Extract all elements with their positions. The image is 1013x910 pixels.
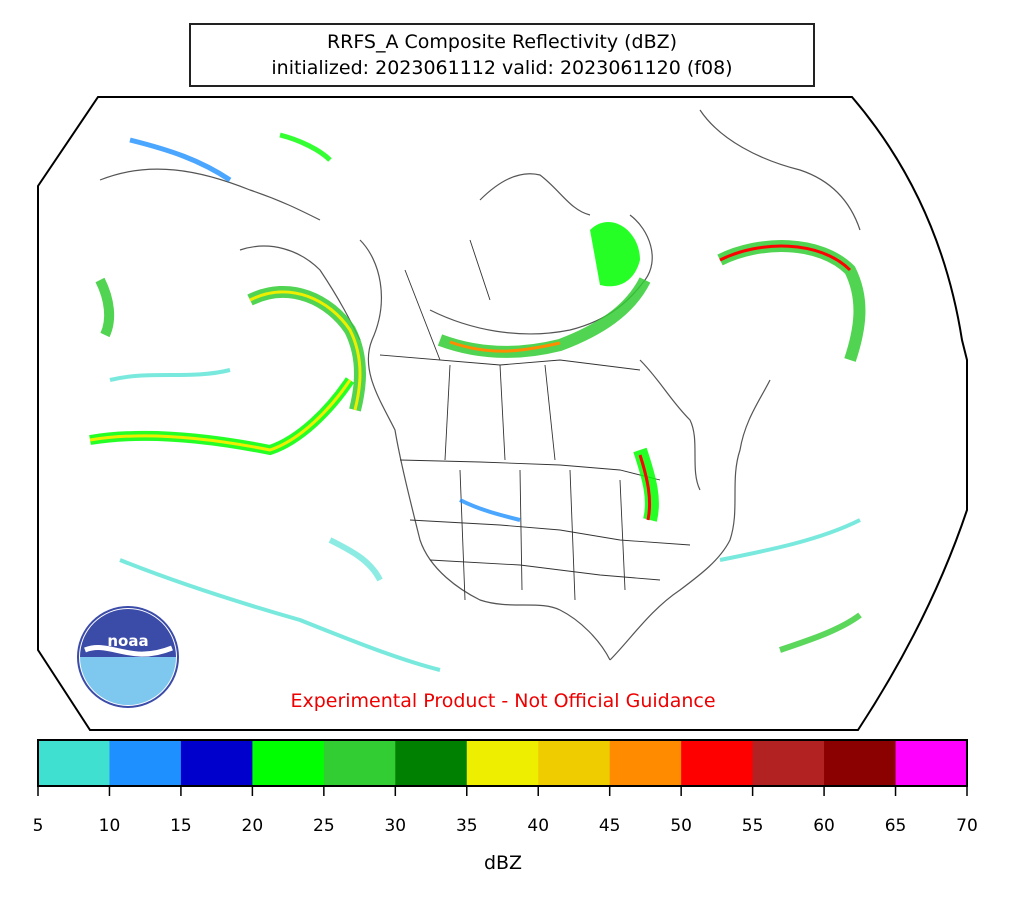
- colorbar-segment: [252, 740, 325, 786]
- colorbar-tick-label: 15: [170, 816, 192, 836]
- colorbar-segment: [752, 740, 825, 786]
- colorbar-segment: [395, 740, 468, 786]
- colorbar-tick-label: 65: [884, 816, 907, 836]
- colorbar-tick-label: 10: [98, 816, 121, 836]
- colorbar-tick-label: 25: [313, 816, 335, 836]
- colorbar-tick-label: 5: [32, 816, 44, 836]
- reflectivity-echoes: [89, 132, 866, 672]
- colorbar-segment: [180, 740, 253, 786]
- admin-boundaries: [379, 239, 691, 601]
- colorbar-segment: [538, 740, 611, 786]
- title-line1: RRFS_A Composite Reflectivity (dBZ): [326, 31, 678, 53]
- colorbar-segment: [38, 740, 110, 786]
- title-box: RRFS_A Composite Reflectivity (dBZ) init…: [189, 23, 815, 87]
- title-line2: initialized: 2023061112 valid: 202306112…: [271, 57, 733, 79]
- colorbar-tick-label: 55: [741, 816, 764, 836]
- colorbar-segment: [109, 740, 182, 786]
- colorbar-tick-label: 60: [813, 816, 835, 836]
- colorbar-segment: [824, 740, 897, 786]
- colorbar-tick-label: 20: [241, 816, 264, 836]
- logo-text: noaa: [107, 632, 148, 650]
- colorbar-segment: [466, 740, 539, 786]
- colorbar-border: [37, 739, 968, 787]
- noaa-logo: noaa: [77, 606, 179, 708]
- colorbar-tick-label: 45: [598, 816, 621, 836]
- colorbar-tick-label: 70: [956, 816, 978, 836]
- colorbar-segment: [895, 740, 968, 786]
- colorbar-segment: [323, 740, 396, 786]
- disclaimer-text: Experimental Product - Not Official Guid…: [290, 690, 716, 712]
- colorbar-tick-label: 50: [670, 816, 692, 836]
- colorbar-segment: [609, 740, 682, 786]
- colorbar-tick-label: 40: [527, 816, 550, 836]
- colorbar-tick-label: 35: [455, 816, 478, 836]
- colorbar-label: dBZ: [483, 852, 523, 874]
- colorbar-tick-label: 30: [384, 816, 407, 836]
- colorbar-segment: [681, 740, 754, 786]
- colorbar: [37, 739, 968, 796]
